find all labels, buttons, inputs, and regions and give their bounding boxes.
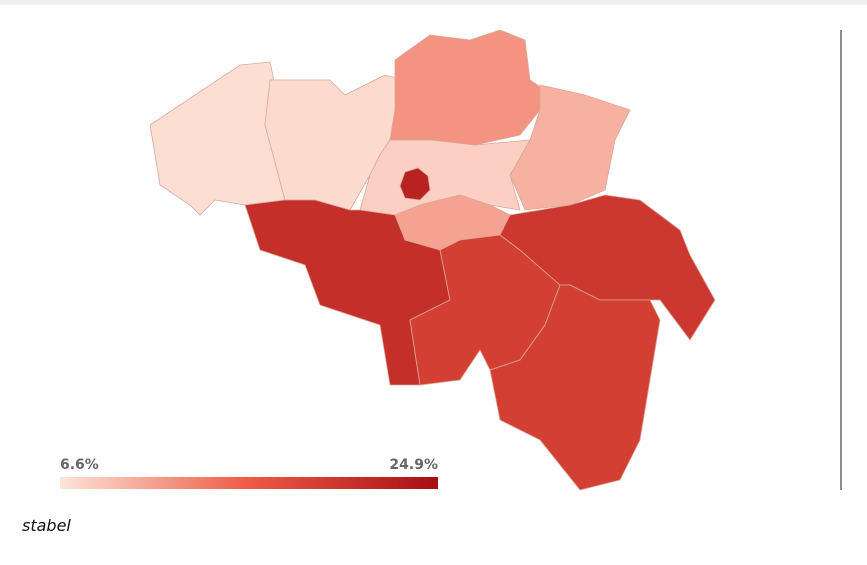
caption: stabel: [22, 516, 71, 535]
map: [149, 29, 716, 491]
legend-min: 6.6%: [60, 457, 99, 473]
legend-bar: [60, 477, 438, 489]
region: [499, 194, 716, 341]
region: [399, 167, 431, 201]
region: [489, 284, 661, 491]
legend-max: 24.9%: [389, 457, 438, 473]
region: [389, 29, 546, 146]
